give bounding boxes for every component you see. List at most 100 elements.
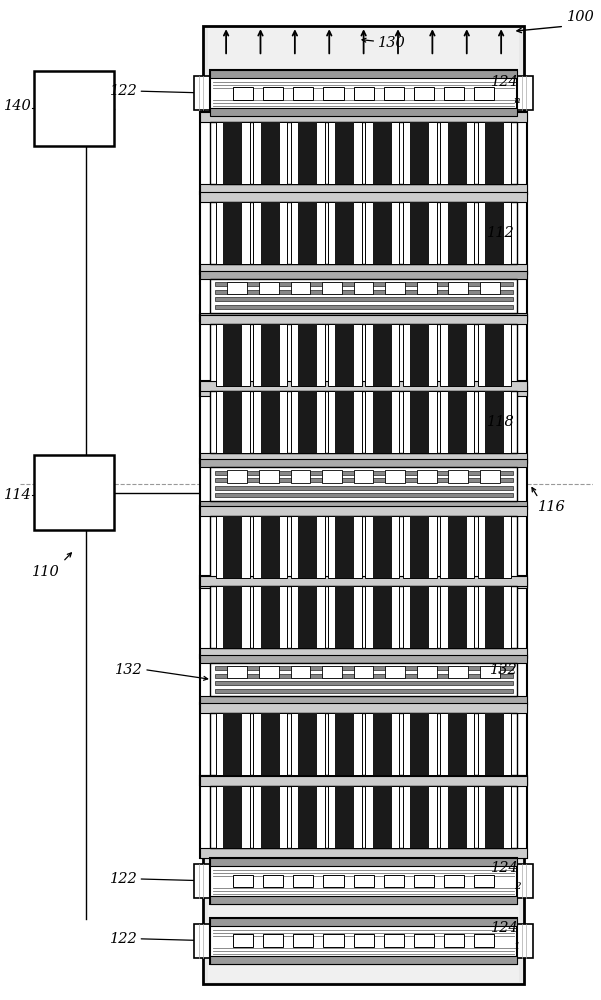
Bar: [215, 674, 513, 678]
Bar: [210, 70, 517, 78]
Bar: [448, 391, 466, 453]
Bar: [298, 202, 317, 264]
Bar: [417, 282, 437, 294]
Bar: [448, 282, 468, 294]
Bar: [328, 586, 362, 648]
Bar: [200, 459, 528, 467]
Bar: [440, 713, 474, 775]
Bar: [200, 703, 528, 713]
Bar: [210, 108, 517, 116]
Text: 124: 124: [492, 75, 519, 89]
Bar: [328, 324, 362, 386]
Bar: [210, 896, 517, 904]
Bar: [385, 666, 405, 678]
Bar: [373, 122, 392, 184]
Bar: [480, 282, 500, 294]
Bar: [410, 122, 429, 184]
Text: 140: 140: [4, 99, 31, 113]
Bar: [215, 478, 513, 482]
Bar: [259, 470, 279, 483]
Bar: [448, 324, 466, 386]
Bar: [403, 202, 437, 264]
Bar: [290, 391, 325, 453]
Bar: [444, 875, 464, 887]
Bar: [200, 271, 528, 321]
Bar: [216, 202, 250, 264]
Bar: [474, 875, 494, 887]
Bar: [200, 506, 528, 588]
Bar: [403, 122, 437, 184]
Text: 116: 116: [538, 500, 566, 514]
Bar: [215, 486, 513, 490]
Bar: [322, 470, 342, 483]
Bar: [373, 202, 392, 264]
Bar: [200, 576, 528, 658]
Bar: [335, 324, 355, 386]
Bar: [290, 786, 325, 848]
Bar: [335, 516, 355, 578]
Bar: [298, 516, 317, 578]
Bar: [290, 516, 325, 578]
Bar: [353, 87, 374, 100]
Bar: [227, 666, 247, 678]
Bar: [335, 391, 355, 453]
Bar: [291, 666, 310, 678]
Bar: [223, 202, 242, 264]
Bar: [478, 391, 511, 453]
Bar: [413, 87, 434, 100]
Bar: [322, 666, 342, 678]
Bar: [478, 713, 511, 775]
Bar: [210, 202, 517, 264]
Bar: [448, 122, 466, 184]
Bar: [354, 282, 373, 294]
Bar: [478, 586, 511, 648]
Bar: [253, 202, 287, 264]
Bar: [34, 71, 114, 146]
Bar: [200, 696, 528, 704]
Bar: [328, 202, 362, 264]
Bar: [383, 875, 404, 887]
Bar: [261, 391, 279, 453]
Bar: [210, 956, 517, 964]
Bar: [210, 122, 517, 184]
Bar: [253, 122, 287, 184]
Bar: [444, 87, 464, 100]
Bar: [200, 576, 528, 586]
Bar: [383, 934, 404, 947]
Bar: [474, 934, 494, 947]
Bar: [365, 324, 399, 386]
Bar: [444, 934, 464, 947]
Bar: [478, 324, 511, 386]
Text: 122: 122: [109, 932, 137, 946]
Bar: [216, 786, 250, 848]
Bar: [373, 324, 392, 386]
Bar: [485, 713, 504, 775]
Bar: [261, 516, 279, 578]
Bar: [215, 297, 513, 301]
Bar: [485, 586, 504, 648]
Bar: [440, 516, 474, 578]
Bar: [480, 470, 500, 483]
Bar: [215, 282, 513, 286]
Bar: [403, 391, 437, 453]
Bar: [323, 934, 344, 947]
Bar: [485, 786, 504, 848]
Bar: [200, 776, 528, 786]
Text: 114: 114: [4, 488, 31, 502]
Bar: [413, 934, 434, 947]
Bar: [233, 875, 253, 887]
Bar: [216, 516, 250, 578]
Bar: [448, 786, 466, 848]
Bar: [223, 586, 242, 648]
Bar: [215, 493, 513, 497]
Bar: [263, 875, 284, 887]
Bar: [485, 516, 504, 578]
Bar: [485, 202, 504, 264]
Bar: [200, 703, 528, 785]
Bar: [440, 586, 474, 648]
Bar: [215, 666, 513, 670]
Bar: [323, 875, 344, 887]
Bar: [335, 586, 355, 648]
Text: 100: 100: [567, 10, 595, 24]
Bar: [290, 202, 325, 264]
